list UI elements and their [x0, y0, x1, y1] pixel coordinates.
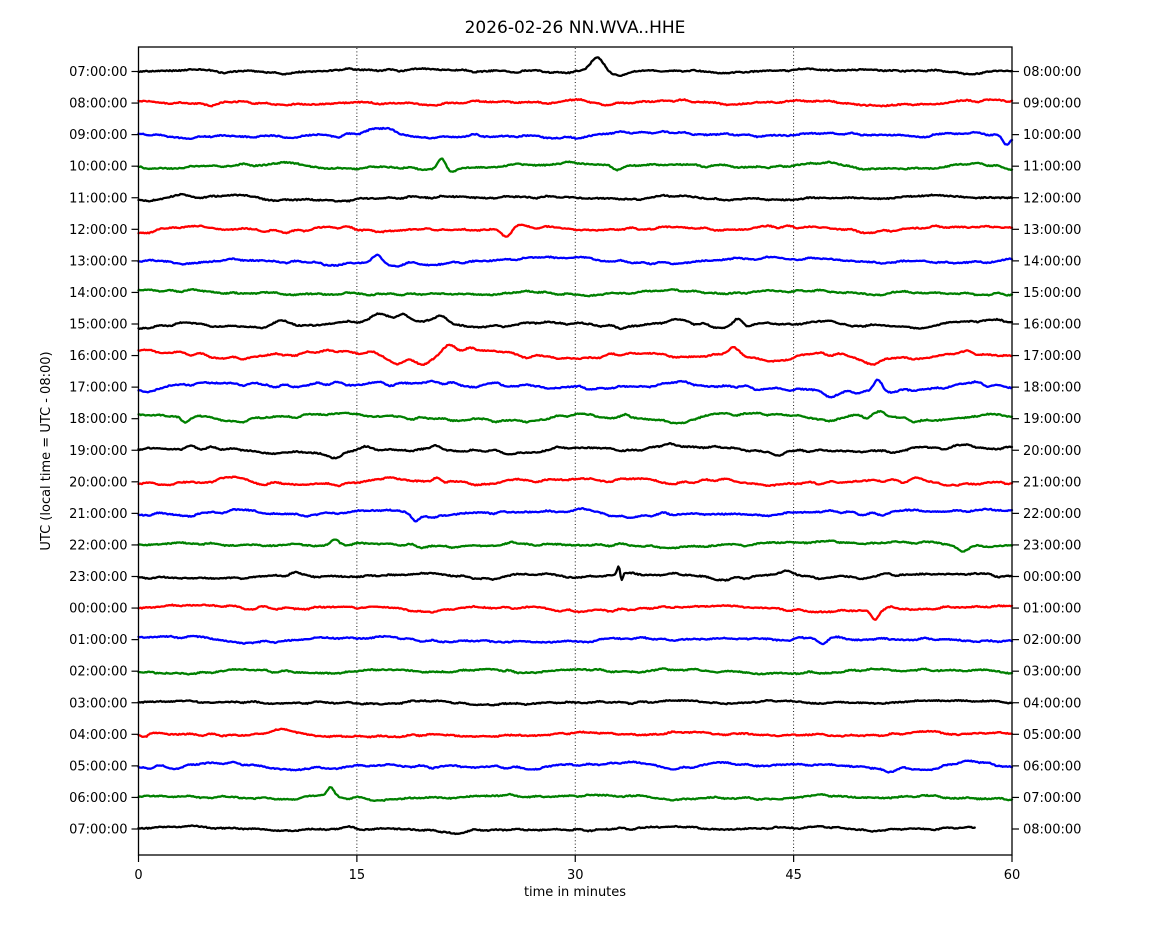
local-time-label: 19:00:00	[1023, 412, 1081, 427]
local-time-label: 16:00:00	[1023, 318, 1081, 333]
local-time-label: 05:00:00	[1023, 728, 1081, 743]
local-time-label: 11:00:00	[1023, 160, 1081, 175]
utc-time-label: 21:00:00	[69, 507, 127, 522]
local-time-label: 06:00:00	[1023, 759, 1081, 774]
local-time-label: 17:00:00	[1023, 349, 1081, 364]
trace-row-19:00:00	[137, 442, 1014, 460]
utc-time-label: 12:00:00	[69, 223, 127, 238]
utc-time-label: 04:00:00	[69, 728, 127, 743]
traces	[137, 56, 1014, 836]
x-tick-label: 45	[785, 868, 802, 883]
trace-row-02:00:00	[137, 667, 1014, 676]
local-time-label: 12:00:00	[1023, 191, 1081, 206]
utc-time-label: 18:00:00	[69, 412, 127, 427]
utc-time-label: 01:00:00	[69, 633, 127, 648]
y-axis-label: UTC (local time = UTC - 08:00)	[39, 351, 54, 550]
utc-time-label: 09:00:00	[69, 128, 127, 143]
utc-time-label: 15:00:00	[69, 318, 127, 333]
local-time-label: 03:00:00	[1023, 665, 1081, 680]
local-time-label: 14:00:00	[1023, 254, 1081, 269]
x-axis-label: time in minutes	[524, 885, 626, 900]
trace-row-15:00:00	[137, 312, 1014, 331]
trace-row-22:00:00	[137, 538, 1014, 553]
local-time-label: 08:00:00	[1023, 823, 1081, 838]
utc-time-label: 08:00:00	[69, 97, 127, 112]
utc-time-label: 02:00:00	[69, 665, 127, 680]
tick-labels: 07:00:00 08:00:00 08:00:00 09:00:00 09:00:00…	[69, 65, 1081, 883]
local-time-label: 02:00:00	[1023, 633, 1081, 648]
trace-row-14:00:00	[137, 287, 1014, 298]
local-time-label: 04:00:00	[1023, 696, 1081, 711]
trace-row-21:00:00	[137, 506, 1014, 523]
trace-row-23:00:00	[137, 565, 1014, 582]
trace-row-12:00:00	[137, 223, 1014, 238]
utc-time-label: 13:00:00	[69, 254, 127, 269]
trace-row-05:00:00	[137, 759, 1014, 774]
local-time-label: 00:00:00	[1023, 570, 1081, 585]
local-time-label: 01:00:00	[1023, 602, 1081, 617]
utc-time-label: 17:00:00	[69, 381, 127, 396]
trace-row-10:00:00	[137, 157, 1014, 173]
x-tick-label: 15	[349, 868, 366, 883]
utc-time-label: 10:00:00	[69, 160, 127, 175]
local-time-label: 21:00:00	[1023, 475, 1081, 490]
utc-time-label: 22:00:00	[69, 538, 127, 553]
local-time-label: 20:00:00	[1023, 444, 1081, 459]
trace-row-18:00:00	[137, 409, 1014, 425]
utc-time-label: 05:00:00	[69, 759, 127, 774]
local-time-label: 22:00:00	[1023, 507, 1081, 522]
utc-time-label: 06:00:00	[69, 791, 127, 806]
local-time-label: 09:00:00	[1023, 97, 1081, 112]
trace-row-07:00:00	[137, 56, 1014, 78]
trace-row-17:00:00	[137, 378, 1014, 399]
local-time-label: 18:00:00	[1023, 381, 1081, 396]
x-tick-label: 60	[1004, 868, 1021, 883]
tick-marks	[131, 70, 1019, 862]
chart-title: 2026-02-26 NN.WVA..HHE	[465, 18, 686, 38]
trace-row-04:00:00	[137, 727, 1014, 739]
x-tick-label: 30	[567, 868, 584, 883]
utc-time-label: 07:00:00	[69, 823, 127, 838]
utc-time-label: 07:00:00	[69, 65, 127, 80]
local-time-label: 13:00:00	[1023, 223, 1081, 238]
utc-time-label: 14:00:00	[69, 286, 127, 301]
local-time-label: 23:00:00	[1023, 538, 1081, 553]
utc-time-label: 23:00:00	[69, 570, 127, 585]
trace-row-07:00:00	[137, 824, 976, 836]
utc-time-label: 03:00:00	[69, 696, 127, 711]
utc-time-label: 11:00:00	[69, 191, 127, 206]
utc-time-label: 00:00:00	[69, 602, 127, 617]
local-time-label: 08:00:00	[1023, 65, 1081, 80]
trace-row-00:00:00	[137, 603, 1014, 621]
trace-row-16:00:00	[137, 343, 1014, 367]
local-time-label: 07:00:00	[1023, 791, 1081, 806]
local-time-label: 10:00:00	[1023, 128, 1081, 143]
x-tick-label: 0	[134, 868, 142, 883]
trace-row-11:00:00	[137, 192, 1014, 203]
trace-row-03:00:00	[137, 698, 1014, 707]
trace-row-06:00:00	[137, 786, 1014, 802]
trace-row-01:00:00	[137, 634, 1014, 646]
utc-time-label: 16:00:00	[69, 349, 127, 364]
trace-row-09:00:00	[137, 126, 1014, 146]
trace-row-08:00:00	[137, 97, 1014, 108]
local-time-label: 15:00:00	[1023, 286, 1081, 301]
utc-time-label: 20:00:00	[69, 475, 127, 490]
utc-time-label: 19:00:00	[69, 444, 127, 459]
trace-row-13:00:00	[137, 253, 1014, 268]
trace-row-20:00:00	[137, 475, 1014, 488]
